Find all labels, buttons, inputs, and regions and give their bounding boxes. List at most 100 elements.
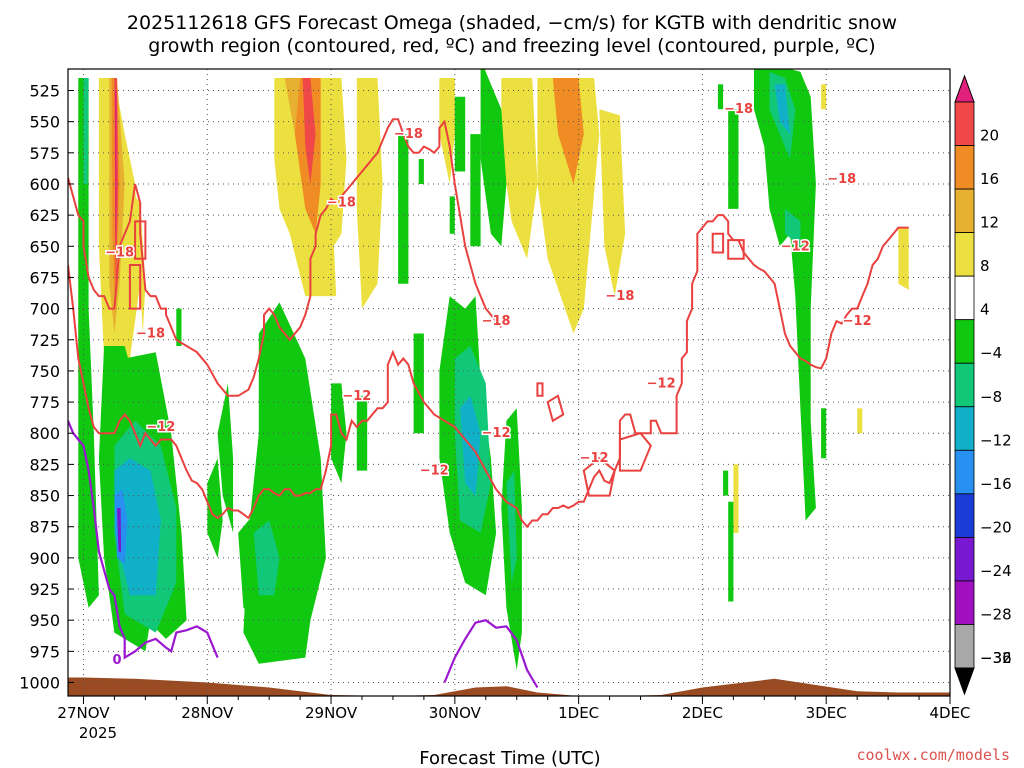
- y-tick-label: 550: [29, 113, 60, 132]
- omega-region: [733, 464, 739, 533]
- dgz-contour-label: −18: [827, 172, 856, 187]
- omega-region: [480, 69, 507, 247]
- colorbar-bin: [954, 275, 975, 321]
- colorbar-bin: [954, 406, 975, 451]
- dgz-contour-label: −18: [394, 127, 423, 142]
- omega-region: [356, 395, 368, 471]
- freezing-level-label: 0: [112, 653, 121, 668]
- colorbar-bin: [954, 493, 975, 538]
- colorbar-bin: [954, 145, 975, 190]
- omega-region: [784, 208, 801, 247]
- omega-region: [217, 383, 234, 533]
- dgz-contour-label: −12: [420, 464, 449, 479]
- omega-region: [320, 78, 347, 259]
- y-tick-label: 925: [29, 580, 60, 599]
- colorbar-tick-label: −12: [980, 431, 1012, 449]
- omega-region: [114, 458, 161, 596]
- colorbar-bin: [954, 624, 975, 669]
- dgz-contour-loop: [546, 394, 565, 423]
- y-tick-label: 875: [29, 518, 60, 537]
- y-tick-label: 525: [29, 82, 60, 101]
- omega-region: [413, 333, 424, 434]
- y-tick-label: 575: [29, 144, 60, 163]
- colorbar-bin: [954, 188, 975, 234]
- x-tick-label: 28NOV: [181, 704, 234, 722]
- colorbar-tick-label: 4: [980, 301, 990, 319]
- omega-region: [243, 302, 326, 664]
- omega-region: [114, 90, 117, 259]
- omega-region: [821, 84, 827, 110]
- y-tick-label: 625: [29, 206, 60, 225]
- dgz-contour-label: −12: [342, 389, 371, 404]
- colorbar-tick-label: −36: [980, 649, 1012, 667]
- colorbar-tick-label: −8: [980, 388, 1002, 406]
- colorbar-under-triangle: [954, 667, 975, 696]
- omega-region: [898, 227, 909, 290]
- y-tick-label: 650: [29, 237, 60, 256]
- dgz-contour-loop: [128, 264, 142, 310]
- y-axis-ticks: 525 550 575 600 625 650 675 700 725 750 775 800 825 8…: [19, 82, 74, 693]
- dgz-contours: −18 −18 −18 −18 −18 −18 −18 −18 −12 −12 −12 −12 −12 −…: [68, 101, 909, 529]
- x-axis-label: Forecast Time (UTC): [419, 748, 600, 768]
- dgz-contour-loop: [134, 220, 147, 260]
- x-tick-label: 29NOV: [305, 704, 358, 722]
- omega-region: [398, 134, 409, 284]
- colorbar-tick-label: −32: [980, 649, 1012, 667]
- x-tick-label: 1DEC: [558, 704, 599, 722]
- x-tick-label: 3DEC: [806, 704, 847, 722]
- omega-region: [717, 84, 724, 110]
- dgz-contour-line: [68, 214, 909, 529]
- dgz-contour-label: −18: [724, 102, 753, 117]
- dgz-contour-loop: [536, 382, 544, 397]
- y-tick-label: 850: [29, 487, 60, 506]
- y-tick-label: 950: [29, 611, 60, 630]
- dgz-contour-label: −12: [781, 239, 810, 254]
- dgz-contour-label: −12: [482, 426, 511, 441]
- x-axis-ticks: 27NOV 28NOV 29NOV 30NOV 1DEC 2DEC 3DEC 4DEC: [57, 696, 971, 722]
- y-tick-label: 825: [29, 455, 60, 474]
- omega-region: [207, 458, 223, 558]
- omega-region: [537, 78, 600, 334]
- dgz-contour-label: −18: [105, 246, 134, 261]
- dgz-contour-loop: [618, 432, 652, 472]
- colorbar-over-triangle: [954, 74, 975, 103]
- colorbar-tick-label: 12: [980, 214, 999, 232]
- colorbar-tick-label: 8: [980, 257, 990, 275]
- dgz-contour-label: −12: [843, 314, 872, 329]
- y-tick-label: 750: [29, 362, 60, 381]
- y-tick-label: 725: [29, 331, 60, 350]
- dgz-contour-label: −18: [605, 289, 634, 304]
- omega-region: [454, 96, 466, 172]
- omega-region: [723, 470, 729, 496]
- omega-region: [356, 78, 383, 309]
- colorbar-tick-label: −24: [980, 562, 1012, 580]
- colorbar-bin: [954, 319, 975, 364]
- omega-region: [774, 84, 791, 135]
- terrain-surface: [68, 677, 950, 696]
- dgz-contour-line: [68, 118, 503, 397]
- colorbar-tick-label: 16: [980, 170, 999, 188]
- y-tick-label: 600: [29, 175, 60, 194]
- omega-region: [302, 78, 316, 184]
- omega-region: [449, 196, 455, 234]
- dgz-contour-loop: [582, 456, 616, 497]
- dgz-contour-label: −18: [136, 327, 165, 342]
- dgz-contour-loop: [711, 232, 725, 254]
- colorbar-tick-label: −28: [980, 605, 1012, 623]
- dgz-contour-label: −12: [146, 420, 175, 435]
- omega-region: [728, 109, 739, 209]
- colorbar-tick-label: −4: [980, 344, 1002, 362]
- omega-region: [501, 78, 538, 259]
- colorbar: 20 16 12 8 4 −4 −8 −12 −16 −20 −24 −28 −32−36: [954, 74, 1012, 696]
- colorbar-bin: [954, 232, 975, 277]
- colorbar-bin: [954, 536, 975, 582]
- omega-region: [857, 408, 863, 434]
- dgz-contour-label: −18: [482, 314, 511, 329]
- omega-region: [506, 470, 517, 583]
- omega-region: [552, 78, 584, 184]
- omega-region: [754, 69, 816, 521]
- x-tick-label: 27NOV: [57, 704, 110, 722]
- omega-region: [176, 308, 182, 346]
- chart-title-line2: growth region (contoured, red, ºC) and f…: [148, 35, 875, 57]
